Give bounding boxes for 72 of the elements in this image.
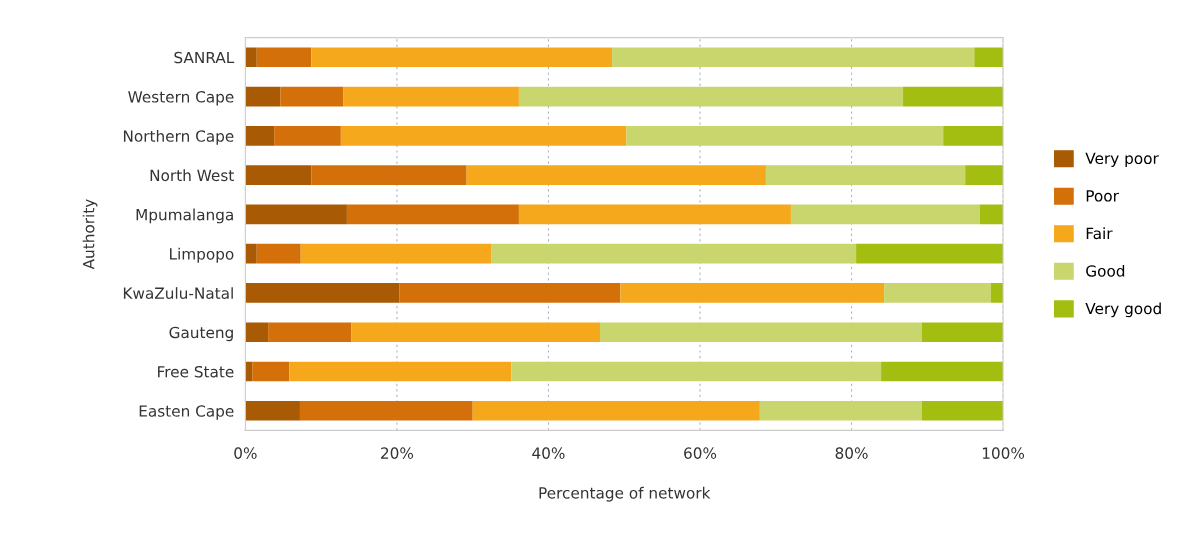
bar [518, 204, 791, 225]
legend-label: Very good [1085, 302, 1161, 318]
y-tick-label: SANRAL [174, 51, 235, 64]
bar [759, 400, 923, 421]
bar [884, 283, 991, 303]
bar [245, 204, 347, 225]
bar [274, 126, 341, 146]
y-tick-label: Northern Cape [123, 130, 234, 145]
bar [289, 361, 512, 382]
y-tick-label: Limpopo [170, 247, 234, 263]
x-axis-title: Percentage of network [539, 486, 711, 502]
bar [612, 47, 975, 68]
y-axis-title: Authority [82, 199, 98, 270]
legend-label: Poor [1086, 190, 1119, 202]
bar [974, 47, 1004, 68]
x-tick-label: 60% [684, 447, 717, 459]
bar [245, 126, 275, 146]
bar [922, 400, 1004, 421]
bar [245, 165, 312, 185]
y-tick-label: KwaZulu-Natal [123, 287, 233, 299]
x-tick-label: 40% [532, 447, 565, 459]
bar [256, 47, 312, 68]
bar [299, 400, 473, 421]
bar [311, 47, 613, 68]
bar [466, 165, 766, 185]
bar [922, 322, 1004, 343]
legend-label: Very poor [1085, 152, 1159, 168]
bar [351, 322, 600, 343]
bar [790, 204, 980, 225]
bar [252, 361, 290, 382]
bar [990, 283, 1004, 303]
x-tick-label: 100% [982, 447, 1025, 459]
bar [472, 400, 760, 421]
x-tick-label: 20% [381, 447, 414, 459]
bar [620, 283, 885, 303]
legend-label: Fair [1086, 227, 1113, 240]
bar [300, 243, 492, 264]
bar [343, 86, 519, 107]
bar [245, 47, 257, 68]
bar [856, 243, 1004, 264]
bar [979, 204, 1004, 225]
bar [346, 204, 519, 225]
y-tick-label: Mpumalanga [136, 208, 233, 224]
bar [626, 126, 944, 146]
bar [245, 400, 300, 421]
bar [599, 322, 923, 343]
bar [491, 243, 857, 264]
bar [311, 165, 467, 185]
bar [765, 165, 966, 185]
legend-label: Good [1086, 264, 1125, 277]
y-tick-label: North West [150, 169, 234, 182]
bar [280, 86, 344, 107]
bar [245, 243, 257, 264]
bar [965, 165, 1004, 185]
y-tick-label: Easten Cape [139, 405, 234, 420]
bar [511, 361, 882, 382]
bar [268, 322, 352, 343]
bar [340, 126, 627, 146]
bar [903, 86, 1004, 107]
bar [943, 126, 1004, 146]
bar [256, 243, 301, 264]
y-tick-label: Free State [158, 365, 234, 378]
bar [245, 283, 400, 303]
bar [881, 361, 1004, 382]
y-tick-label: Western Cape [128, 91, 234, 106]
bar [245, 322, 269, 343]
x-tick-label: 0% [234, 447, 257, 459]
bar [518, 86, 904, 107]
x-tick-label: 80% [835, 447, 868, 459]
bar [245, 86, 281, 107]
bar [399, 283, 621, 303]
y-tick-label: Gauteng [169, 326, 233, 342]
